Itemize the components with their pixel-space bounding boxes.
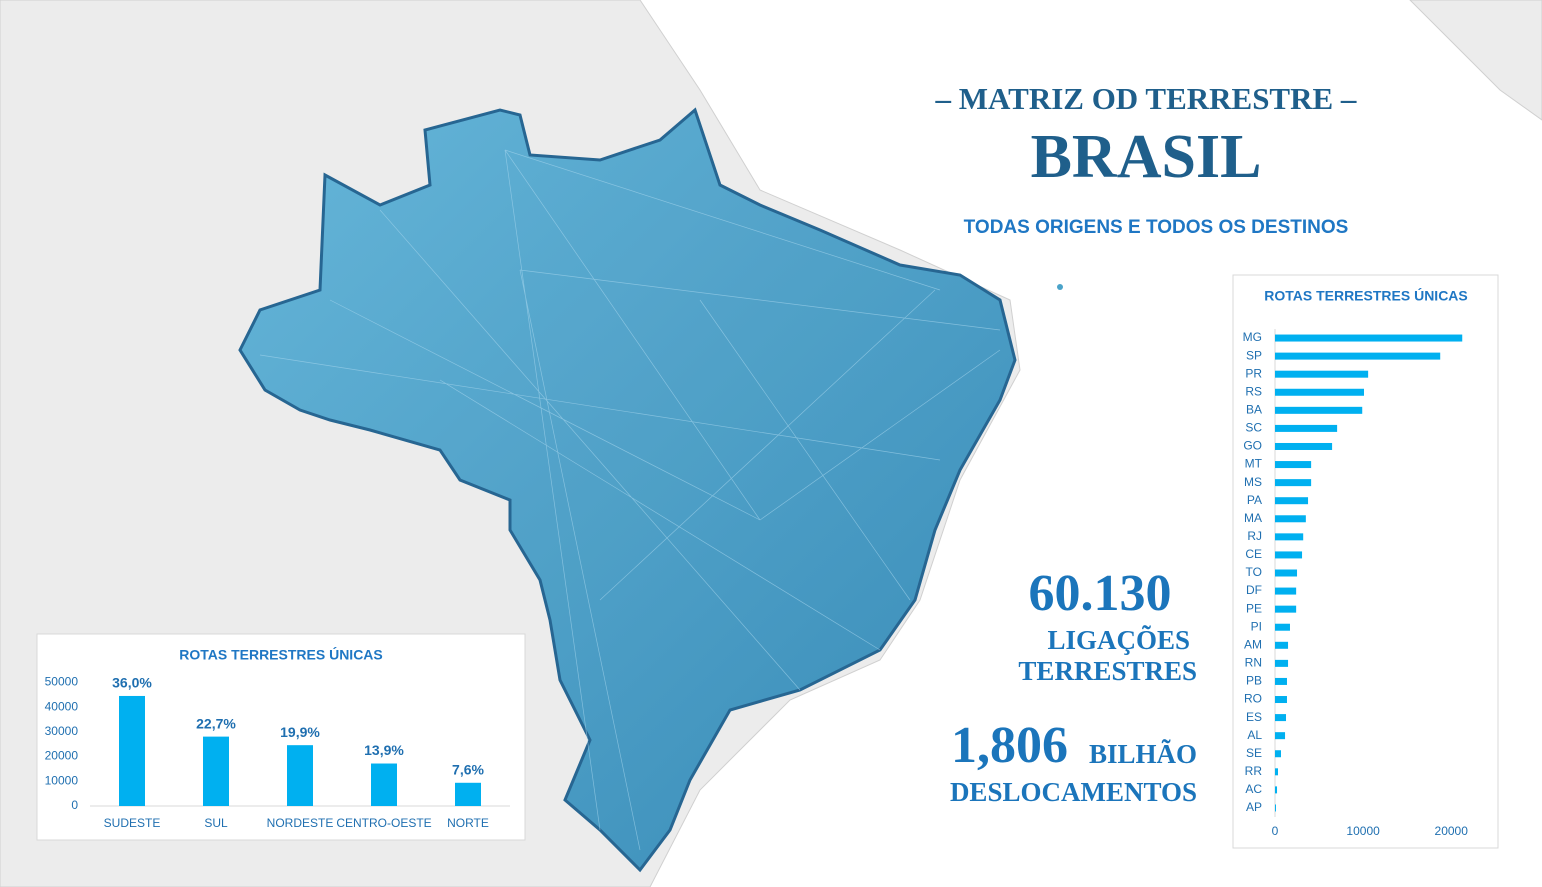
y-tick-label: PE (1246, 601, 1262, 615)
y-tick-label: RJ (1247, 529, 1262, 543)
bar (1275, 569, 1298, 577)
map-node (1057, 284, 1063, 290)
y-tick-label: RR (1245, 764, 1263, 778)
bar (1275, 605, 1297, 613)
bar (1275, 768, 1278, 776)
y-tick-label: MA (1244, 511, 1262, 525)
chart-title: ROTAS TERRESTRES ÚNICAS (179, 646, 383, 663)
bar (1275, 424, 1338, 432)
bar (1275, 406, 1363, 414)
data-label: 36,0% (112, 675, 152, 691)
bar (1275, 641, 1289, 649)
y-tick-label: SE (1246, 746, 1262, 760)
y-tick-label: MG (1243, 330, 1262, 344)
x-tick-label: 10000 (1346, 824, 1380, 838)
x-tick-label: SUL (204, 816, 228, 830)
x-tick-label: 0 (1272, 824, 1279, 838)
y-tick-label: 20000 (45, 749, 79, 763)
bar (1275, 533, 1304, 541)
x-tick-label: NORDESTE (267, 816, 334, 830)
bar (1275, 804, 1276, 812)
y-tick-label: PR (1245, 366, 1262, 380)
y-tick-label: PA (1247, 493, 1262, 507)
y-tick-label: 10000 (45, 773, 79, 787)
y-tick-label: PB (1246, 674, 1262, 688)
bar (1275, 786, 1278, 794)
bar (1275, 551, 1303, 559)
bar (1275, 497, 1309, 505)
y-tick-label: TO (1246, 565, 1262, 579)
y-tick-label: BA (1246, 403, 1262, 417)
network-lines (259, 149, 1001, 851)
bar (1275, 677, 1287, 685)
x-tick-label: SUDESTE (104, 816, 161, 830)
data-label: 7,6% (452, 761, 484, 777)
bar (1275, 461, 1312, 469)
stat-value: 60.130 (1029, 565, 1172, 622)
bar (203, 736, 229, 806)
stat-unit: BILHÃO (1089, 739, 1197, 769)
bar (1275, 623, 1290, 631)
bar (1275, 334, 1463, 342)
y-tick-label: AC (1245, 782, 1262, 796)
x-tick-label: NORTE (447, 816, 489, 830)
chart-title: ROTAS TERRESTRES ÚNICAS (1264, 287, 1468, 304)
y-tick-label: RN (1245, 656, 1262, 670)
y-tick-label: 0 (71, 798, 78, 812)
y-tick-label: RO (1244, 692, 1262, 706)
data-label: 13,9% (364, 742, 404, 758)
bar (1275, 370, 1369, 378)
y-tick-label: 30000 (45, 724, 79, 738)
y-tick-label: MT (1245, 457, 1263, 471)
bar (1275, 750, 1281, 758)
data-label: 19,9% (280, 724, 320, 740)
bar (1275, 659, 1289, 667)
y-tick-label: SP (1246, 348, 1262, 362)
stat-label: DESLOCAMENTOS (950, 777, 1197, 807)
y-tick-label: SC (1245, 421, 1262, 435)
bar (119, 695, 145, 806)
y-tick-label: MS (1244, 475, 1262, 489)
y-tick-label: GO (1243, 439, 1262, 453)
subtitle: TODAS ORIGENS E TODOS OS DESTINOS (964, 217, 1349, 238)
bar (371, 763, 397, 806)
y-tick-label: PI (1251, 619, 1262, 633)
stat-label: LIGAÇÕES (1047, 625, 1190, 655)
y-tick-label: AL (1247, 728, 1262, 742)
y-tick-label: DF (1246, 583, 1262, 597)
title: BRASIL (1031, 123, 1262, 191)
bar (1275, 587, 1297, 595)
bar (287, 745, 313, 806)
bar (1275, 352, 1441, 360)
x-tick-label: 20000 (1435, 824, 1469, 838)
y-tick-label: 50000 (45, 675, 79, 689)
bar (1275, 479, 1312, 487)
stat-value: 1,806 (951, 717, 1068, 774)
y-tick-label: RS (1245, 384, 1262, 398)
bar (1275, 732, 1286, 740)
y-tick-label: AM (1244, 637, 1262, 651)
x-tick-label: CENTRO-OESTE (336, 816, 431, 830)
bar (1275, 442, 1333, 450)
data-label: 22,7% (196, 715, 236, 731)
bar (1275, 515, 1306, 523)
brazil-map (238, 107, 1017, 873)
bar (1275, 714, 1287, 722)
y-tick-label: AP (1246, 800, 1262, 814)
bar (1275, 388, 1364, 396)
pre-title: – MATRIZ OD TERRESTRE – (935, 81, 1357, 116)
continent (1409, 0, 1542, 121)
chart-panel (1232, 274, 1499, 849)
bar (1275, 696, 1287, 704)
stat-label: TERRESTRES (1018, 656, 1197, 686)
y-tick-label: CE (1245, 547, 1262, 561)
bar (455, 782, 481, 806)
y-tick-label: ES (1246, 710, 1262, 724)
y-tick-label: 40000 (45, 699, 79, 713)
